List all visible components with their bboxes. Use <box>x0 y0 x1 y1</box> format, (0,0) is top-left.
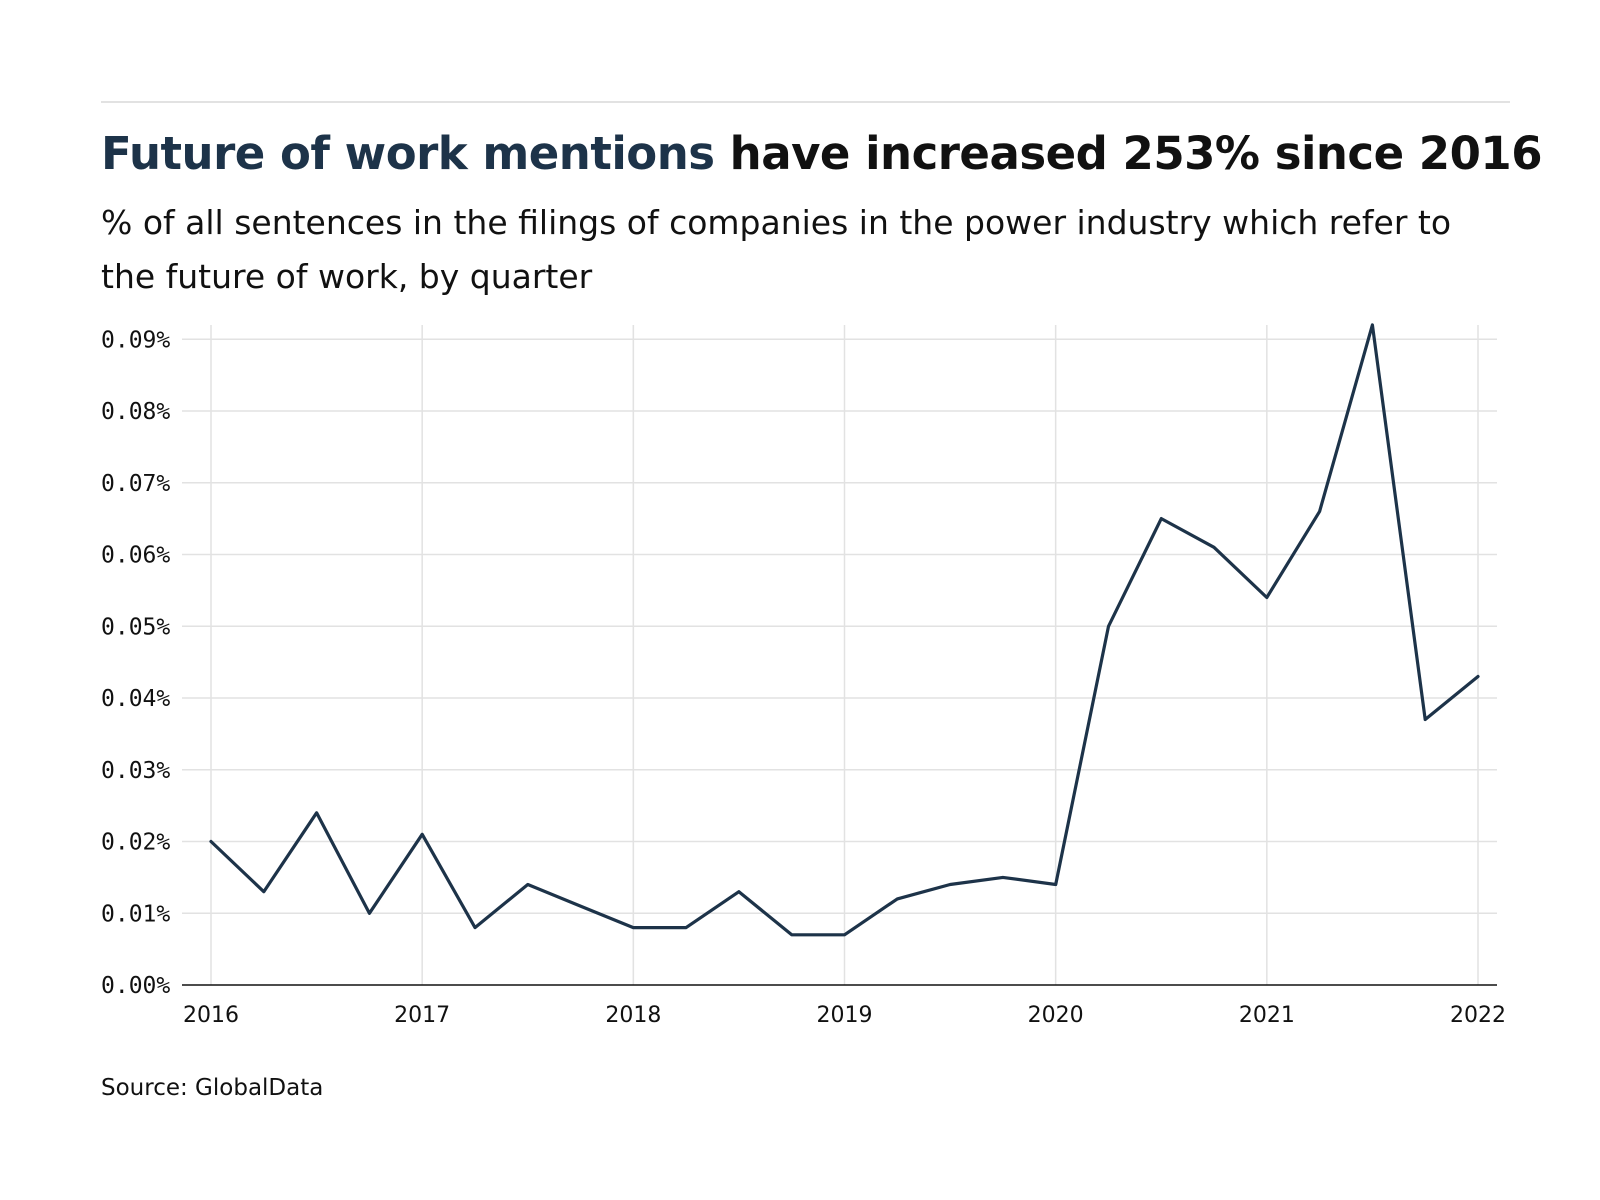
x-tick-label: 2017 <box>394 1003 450 1028</box>
top-rule <box>101 101 1510 103</box>
title-rest: have increased 253% since 2016 <box>714 127 1543 180</box>
y-tick-label: 0.08% <box>101 399 170 425</box>
y-axis-labels: 0.00% 0.01% 0.02% 0.03% 0.04% 0.05% 0.06% 0.07%… <box>101 327 170 999</box>
y-tick-label: 0.04% <box>101 686 170 712</box>
chart-title: Future of work mentions have increased 2… <box>101 124 1543 184</box>
x-tick-label: 2019 <box>817 1003 873 1028</box>
x-tick-label: 2022 <box>1450 1003 1506 1028</box>
y-tick-label: 0.09% <box>101 327 170 353</box>
y-tick-label: 0.01% <box>101 901 170 927</box>
x-tick-label: 2021 <box>1239 1003 1295 1028</box>
x-axis-labels: 2016 2017 2018 2019 2020 2021 2022 <box>183 1003 1506 1028</box>
y-tick-label: 0.03% <box>101 758 170 784</box>
y-tick-label: 0.07% <box>101 471 170 497</box>
y-tick-label: 0.02% <box>101 830 170 856</box>
series-line <box>209 323 1480 937</box>
x-tick-label: 2020 <box>1028 1003 1084 1028</box>
title-highlight: Future of work mentions <box>101 127 715 180</box>
vertical-gridlines <box>210 325 1479 985</box>
source-note: Source: GlobalData <box>101 1075 324 1101</box>
x-tick-label: 2016 <box>183 1003 239 1028</box>
y-tick-label: 0.05% <box>101 614 170 640</box>
y-tick-label: 0.00% <box>101 973 170 999</box>
x-tick-label: 2018 <box>605 1003 661 1028</box>
horizontal-gridlines <box>182 338 1497 914</box>
y-tick-label: 0.06% <box>101 543 170 569</box>
chart-subtitle: % of all sentences in the filings of com… <box>101 203 1452 296</box>
